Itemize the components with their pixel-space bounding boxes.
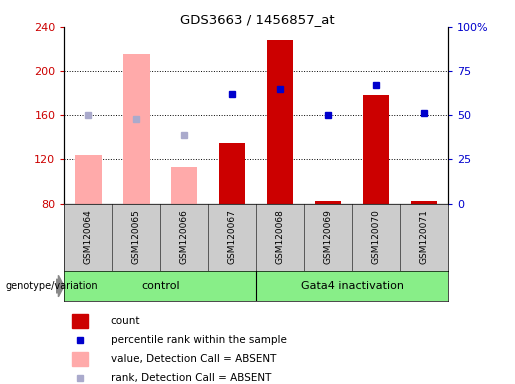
FancyArrow shape [56, 275, 64, 297]
Text: percentile rank within the sample: percentile rank within the sample [111, 335, 287, 345]
Bar [72, 314, 88, 328]
Text: GSM120070: GSM120070 [372, 209, 381, 264]
Text: control: control [141, 281, 180, 291]
Text: GSM120068: GSM120068 [276, 209, 285, 264]
Text: GSM120064: GSM120064 [84, 209, 93, 264]
Text: GDS3663 / 1456857_at: GDS3663 / 1456857_at [180, 13, 335, 26]
Bar [123, 55, 149, 204]
Text: rank, Detection Call = ABSENT: rank, Detection Call = ABSENT [111, 373, 271, 383]
Bar [219, 143, 246, 204]
Text: GSM120065: GSM120065 [132, 209, 141, 264]
Bar [411, 201, 437, 204]
Text: GSM120071: GSM120071 [420, 209, 428, 264]
Bar [267, 40, 294, 204]
Bar [75, 155, 101, 204]
Text: GSM120069: GSM120069 [323, 209, 333, 264]
Bar [363, 95, 389, 204]
Text: value, Detection Call = ABSENT: value, Detection Call = ABSENT [111, 354, 276, 364]
Bar [72, 352, 88, 366]
Bar [171, 167, 197, 204]
Text: GSM120066: GSM120066 [180, 209, 189, 264]
Bar [64, 271, 256, 301]
Bar [315, 201, 341, 204]
Text: count: count [111, 316, 140, 326]
Bar [256, 271, 448, 301]
Text: Gata4 inactivation: Gata4 inactivation [301, 281, 404, 291]
Text: genotype/variation: genotype/variation [5, 281, 98, 291]
Text: GSM120067: GSM120067 [228, 209, 237, 264]
